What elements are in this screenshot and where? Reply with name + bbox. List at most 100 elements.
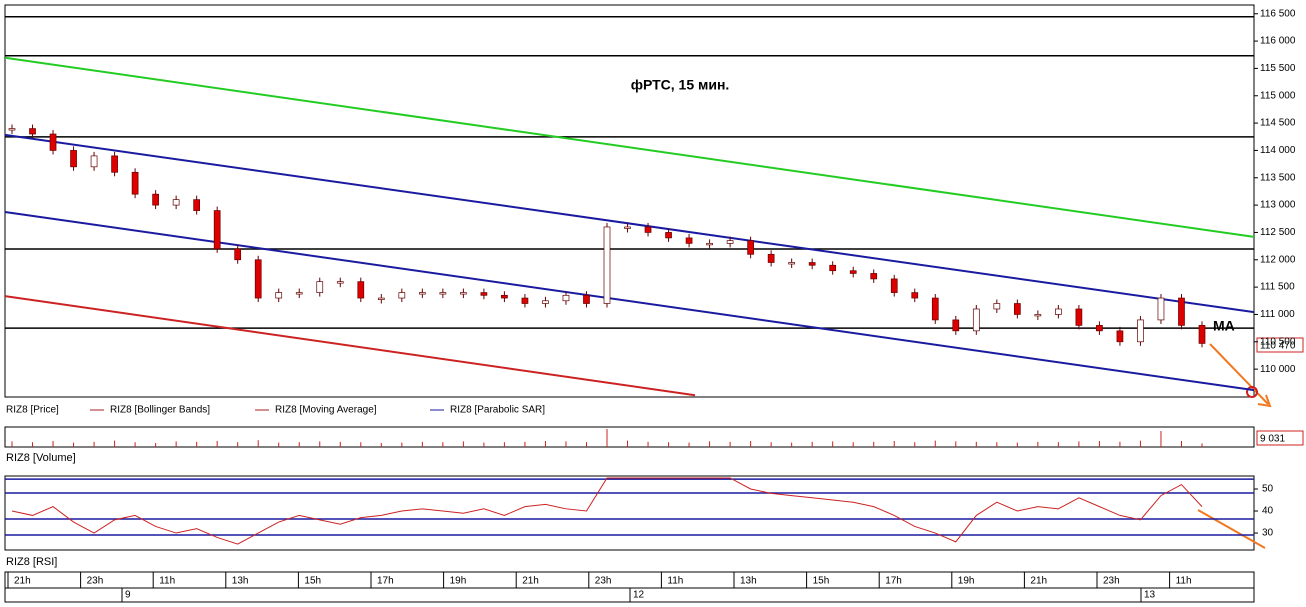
- candle-body: [521, 297, 529, 304]
- time-label: 15h: [304, 576, 321, 587]
- marker: [1246, 386, 1258, 398]
- legend-entry: RIZ8 [Parabolic SAR]: [450, 405, 545, 416]
- date-label: 9: [125, 590, 131, 601]
- y-tick-label: 111 000: [1260, 309, 1295, 320]
- trend-line: [4, 210, 1255, 392]
- candle-body: [706, 243, 713, 246]
- date-label: 12: [633, 590, 645, 601]
- chart-title: фРТС, 15 мин.: [631, 77, 730, 93]
- arrow: [1209, 343, 1269, 405]
- candle-body: [993, 303, 1001, 310]
- last-volume: 9 031: [1260, 434, 1285, 445]
- candle-body: [70, 150, 77, 168]
- time-label: 21h: [522, 576, 539, 587]
- candle-body: [29, 128, 36, 135]
- time-label: 19h: [450, 576, 467, 587]
- candle-body: [911, 292, 919, 299]
- candle-body: [1116, 330, 1124, 343]
- candle-body: [1075, 308, 1083, 326]
- candle-body: [747, 240, 754, 255]
- candle-body: [377, 297, 385, 300]
- date-label: 13: [1144, 590, 1156, 601]
- time-label: 21h: [1030, 576, 1047, 587]
- candle-body: [480, 292, 488, 296]
- candle-body: [357, 281, 365, 299]
- rsi-tick-label: 40: [1262, 506, 1274, 517]
- price-panel: [4, 4, 1255, 398]
- y-tick-label: 115 000: [1260, 90, 1296, 101]
- y-tick-label: 110 000: [1260, 364, 1296, 375]
- y-tick-label: 112 000: [1260, 254, 1296, 265]
- y-tick-label: 116 500: [1260, 8, 1296, 19]
- trend-line: [4, 295, 696, 397]
- time-label: 23h: [595, 576, 612, 587]
- time-label: 13h: [740, 576, 757, 587]
- candle-body: [152, 193, 159, 206]
- rsi-panel: [4, 475, 1255, 551]
- candle-body: [890, 278, 898, 293]
- candle-body: [398, 292, 406, 299]
- trend-line: [4, 56, 1255, 238]
- y-tick-label: 113 000: [1260, 200, 1296, 211]
- candle-body: [336, 281, 344, 284]
- candle-body: [808, 262, 816, 266]
- legend-entry: RIZ8 [Price]: [6, 405, 59, 416]
- candle-body: [316, 281, 324, 293]
- candle-body: [234, 248, 242, 261]
- candle-body: [1096, 325, 1103, 332]
- candle-body: [829, 264, 837, 272]
- candle-body: [603, 226, 611, 304]
- candle-body: [767, 253, 775, 263]
- candle-body: [8, 128, 16, 131]
- candle-body: [870, 273, 878, 280]
- rsi-label: RIZ8 [RSI]: [6, 556, 57, 568]
- candle-body: [439, 292, 447, 295]
- last-price-box: [1256, 337, 1304, 353]
- candle-body: [931, 297, 939, 321]
- candle-body: [1137, 319, 1144, 343]
- rsi-line: [11, 477, 1203, 545]
- candle-body: [542, 300, 549, 304]
- candle-body: [193, 199, 201, 211]
- time-label: 15h: [813, 576, 830, 587]
- arrow-head: [1257, 394, 1272, 408]
- last-price: 110 470: [1260, 341, 1296, 352]
- y-tick-label: 115 500: [1260, 63, 1296, 74]
- candle-body: [213, 210, 221, 250]
- candle-body: [501, 294, 508, 299]
- y-tick-label: 112 500: [1260, 227, 1296, 238]
- time-label: 11h: [667, 576, 683, 587]
- annotation: MA: [1213, 318, 1235, 334]
- y-tick-label: 114 500: [1260, 118, 1296, 129]
- candle-body: [275, 292, 283, 299]
- candle-body: [460, 292, 467, 295]
- candle-body: [849, 270, 857, 274]
- trend-line: [4, 133, 1255, 314]
- candle-body: [254, 259, 262, 299]
- last-volume-box: [1256, 430, 1304, 446]
- candle-body: [131, 171, 139, 195]
- candle-body: [111, 155, 118, 173]
- arrow: [1197, 509, 1266, 549]
- y-tick-label: 114 000: [1260, 145, 1296, 156]
- candle-body: [644, 226, 652, 233]
- time-label: 21h: [14, 576, 31, 587]
- time-label: 11h: [1176, 576, 1192, 587]
- time-label: 19h: [958, 576, 975, 587]
- candle-body: [624, 226, 631, 229]
- candle-body: [972, 308, 980, 332]
- y-tick-label: 113 500: [1260, 172, 1296, 183]
- candle-body: [1055, 308, 1062, 315]
- candle-body: [1198, 325, 1206, 344]
- time-label: 23h: [87, 576, 104, 587]
- volume-panel: [4, 426, 1255, 448]
- candle-body: [172, 199, 180, 206]
- candle-body: [49, 133, 57, 151]
- candle-body: [562, 294, 570, 302]
- time-label: 23h: [1103, 576, 1120, 587]
- volume-label: RIZ8 [Volume]: [6, 452, 76, 464]
- candle-body: [583, 294, 590, 304]
- candle-body: [1178, 297, 1185, 326]
- candle-body: [1157, 297, 1165, 321]
